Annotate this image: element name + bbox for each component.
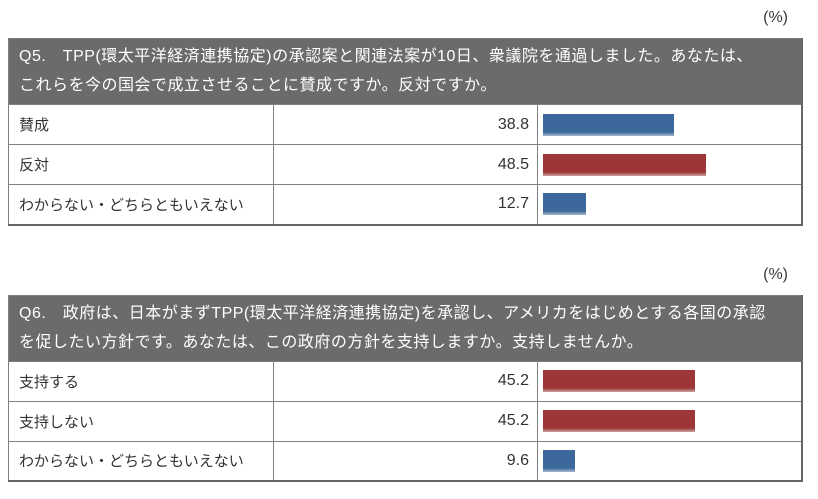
answer-label: 支持する <box>8 360 274 402</box>
q5-table: Q5. TPP(環太平洋経済連携協定)の承認案と関連法案が10日、衆議院を通過し… <box>8 38 803 226</box>
answer-value: 45.2 <box>272 400 538 442</box>
bar-cell <box>537 400 803 442</box>
survey-q5: (%) Q5. TPP(環太平洋経済連携協定)の承認案と関連法案が10日、衆議院… <box>8 6 804 226</box>
bar-cell <box>537 184 803 225</box>
result-bar <box>543 410 696 432</box>
table-row: 支持しない 45.2 <box>8 400 803 442</box>
table-row: 賛成 38.8 <box>8 104 803 145</box>
answer-label: 賛成 <box>8 104 274 145</box>
bar-cell <box>537 144 803 185</box>
table-row: 支持する 45.2 <box>8 360 803 402</box>
answer-value: 48.5 <box>272 144 538 185</box>
result-bar <box>543 370 696 392</box>
percent-unit-label: (%) <box>763 265 788 283</box>
q6-table: Q6. 政府は、日本がまずTPP(環太平洋経済連携協定)を承認し、アメリカをはじ… <box>8 294 803 482</box>
percent-unit-label: (%) <box>763 9 788 26</box>
bar-cell <box>537 360 803 402</box>
result-bar <box>543 113 674 136</box>
result-bar <box>543 153 707 176</box>
bar-cell <box>537 104 803 145</box>
survey-q6: (%) Q6. 政府は、日本がまずTPP(環太平洋経済連携協定)を承認し、アメリ… <box>8 263 804 482</box>
answer-label: 支持しない <box>8 400 274 442</box>
table-row: わからない・どちらともいえない 9.6 <box>8 440 803 482</box>
result-bar <box>543 193 586 216</box>
answer-label: わからない・どちらともいえない <box>8 440 274 482</box>
answer-value: 9.6 <box>272 440 538 482</box>
answer-label: わからない・どちらともいえない <box>8 184 274 225</box>
answer-label: 反対 <box>8 144 274 185</box>
answer-value: 38.8 <box>272 104 538 145</box>
q5-question-header: Q5. TPP(環太平洋経済連携協定)の承認案と関連法案が10日、衆議院を通過し… <box>8 38 802 105</box>
bar-cell <box>537 440 803 482</box>
result-bar <box>543 449 576 472</box>
answer-value: 12.7 <box>272 184 538 225</box>
table-row: 反対 48.5 <box>8 144 803 185</box>
q6-header-row: Q6. 政府は、日本がまずTPP(環太平洋経済連携協定)を承認し、アメリカをはじ… <box>8 295 802 361</box>
q6-question-header: Q6. 政府は、日本がまずTPP(環太平洋経済連携協定)を承認し、アメリカをはじ… <box>8 295 802 361</box>
table-row: わからない・どちらともいえない 12.7 <box>8 184 803 225</box>
q5-header-row: Q5. TPP(環太平洋経済連携協定)の承認案と関連法案が10日、衆議院を通過し… <box>8 38 802 105</box>
answer-value: 45.2 <box>272 360 538 402</box>
